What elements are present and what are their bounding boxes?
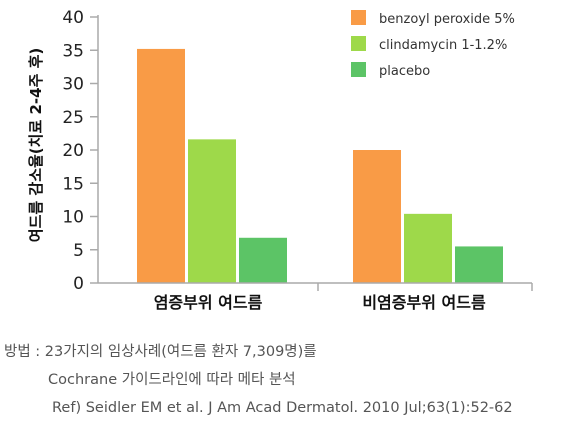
bar [188,139,236,283]
y-tick-label: 25 [62,108,84,128]
y-tick-label: 40 [62,8,84,28]
y-tick-label: 0 [73,274,84,294]
x-axis-ticks [317,283,533,291]
category-labels: 염증부위 여드름 비염증부위 여드름 [154,293,486,312]
bar [353,150,401,283]
legend-label: placebo [379,64,430,79]
category-label: 비염증부위 여드름 [362,293,486,312]
method-note: 방법 : 23가지의 임상사례(여드름 환자 7,309명)를 Cochrane… [4,338,569,422]
y-axis-ticks: 0 5 10 15 20 25 30 35 40 [62,8,98,294]
bar [137,48,185,283]
bar [455,246,503,283]
y-tick-label: 15 [62,174,84,194]
legend-swatch [351,62,366,77]
legend-swatch [351,10,366,25]
y-tick-label: 30 [62,75,84,95]
legend-label: benzoyl peroxide 5% [379,12,515,27]
reference-line: Ref) Seidler EM et al. J Am Acad Dermato… [52,400,513,416]
legend: benzoyl peroxide 5% clindamycin 1-1.2% pla… [351,10,515,79]
bar [239,237,287,283]
chart-bars [137,48,503,283]
legend-swatch [351,36,366,51]
y-tick-label: 35 [62,41,84,61]
y-axis-label: 여드름 감소율(치료 2-4주 후) [27,48,45,242]
y-tick-label: 10 [62,208,84,228]
method-note-line-2: Cochrane 가이드라인에 따라 메타 분석 [48,372,296,388]
bar-chart: 0 5 10 15 20 25 30 35 40 염증부위 여드름 비염증부위 여드름 여드름 감… [27,8,533,312]
bar [404,213,452,283]
category-label: 염증부위 여드름 [154,293,263,312]
method-note-line-1: 방법 : 23가지의 임상사례(여드름 환자 7,309명)를 [4,344,317,360]
y-tick-label: 20 [62,141,84,161]
y-tick-label: 5 [73,241,84,261]
legend-label: clindamycin 1-1.2% [379,38,507,53]
